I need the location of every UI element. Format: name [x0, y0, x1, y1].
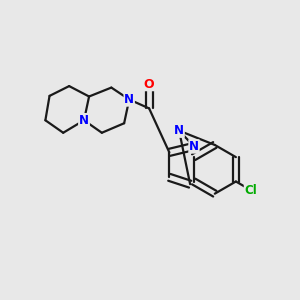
- Text: N: N: [174, 124, 184, 137]
- Text: N: N: [189, 140, 199, 153]
- Text: N: N: [79, 114, 89, 127]
- Text: N: N: [79, 114, 89, 127]
- Text: N: N: [124, 93, 134, 106]
- Text: O: O: [144, 77, 154, 91]
- Text: Cl: Cl: [244, 184, 257, 196]
